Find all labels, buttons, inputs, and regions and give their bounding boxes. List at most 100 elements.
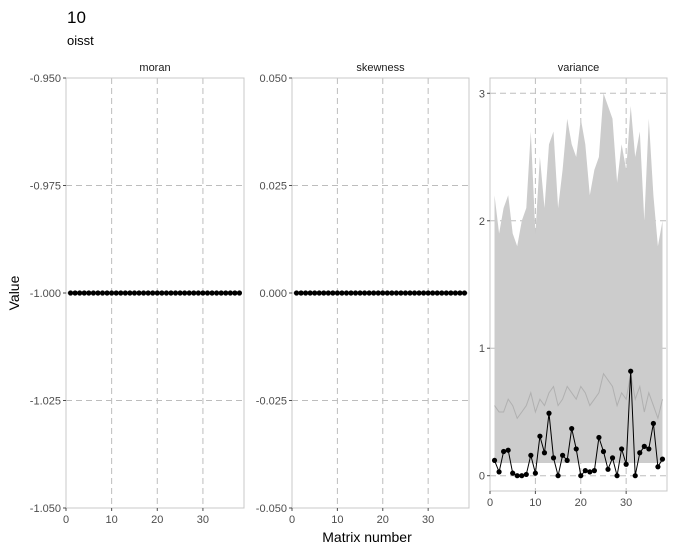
data-point — [457, 290, 463, 296]
data-point — [650, 420, 656, 427]
data-point — [532, 470, 538, 476]
y-tick-label: 0.000 — [259, 288, 287, 300]
data-point — [461, 290, 468, 296]
data-point — [236, 290, 243, 296]
data-point — [214, 290, 220, 296]
strip-label-skewness: skewness — [356, 62, 405, 74]
data-point — [72, 290, 78, 296]
data-point — [81, 290, 87, 296]
data-point — [425, 290, 431, 296]
x-tick-label: 10 — [331, 514, 343, 526]
y-tick-label: -1.000 — [30, 288, 61, 300]
data-point — [316, 290, 322, 296]
data-point — [393, 290, 399, 296]
data-point — [195, 290, 201, 296]
data-point — [90, 290, 96, 296]
x-tick-label: 20 — [377, 514, 389, 526]
x-tick-label: 20 — [151, 514, 163, 526]
data-point — [628, 368, 634, 374]
data-point — [150, 290, 156, 296]
data-point — [67, 290, 74, 296]
data-point — [298, 290, 304, 296]
chart-subtitle: oisst — [67, 33, 94, 48]
data-point — [321, 290, 327, 296]
data-point — [366, 290, 372, 296]
data-point — [312, 290, 318, 296]
panel-moran: moran -1.050 -1.025 -1.000 -0.975 -0.950 0 10 20… — [30, 62, 245, 526]
data-point — [86, 290, 92, 296]
y-axis-title: Value — [6, 275, 22, 310]
data-point — [357, 290, 363, 296]
x-tick-label: 0 — [63, 514, 69, 526]
data-point — [443, 290, 449, 296]
data-point — [491, 457, 498, 464]
data-point — [402, 290, 409, 296]
data-point — [519, 473, 525, 479]
data-point — [582, 468, 588, 474]
data-point — [389, 290, 395, 296]
confidence-band — [494, 93, 663, 464]
data-point — [293, 290, 300, 296]
data-point — [523, 471, 529, 478]
data-point — [546, 410, 552, 416]
data-point — [362, 290, 368, 296]
data-point — [573, 446, 579, 452]
data-point — [555, 473, 561, 479]
data-point — [343, 290, 350, 296]
y-tick-label: 0.050 — [259, 73, 287, 85]
data-point — [127, 290, 133, 296]
data-point — [227, 290, 233, 296]
chart-title: 10 — [67, 8, 86, 27]
data-point — [352, 290, 359, 296]
data-point — [186, 290, 192, 296]
x-tick-label: 30 — [620, 497, 632, 509]
data-point — [452, 290, 458, 296]
data-point — [609, 455, 616, 461]
data-point — [407, 290, 413, 296]
data-point — [154, 290, 160, 296]
data-point — [375, 290, 381, 296]
data-point — [560, 452, 566, 458]
data-point — [510, 470, 516, 476]
data-point — [632, 473, 638, 479]
data-point — [528, 452, 534, 458]
data-point — [541, 450, 548, 456]
data-point — [496, 469, 502, 475]
data-point — [646, 446, 652, 452]
data-point — [209, 290, 215, 296]
x-tick-label: 30 — [197, 514, 209, 526]
data-point — [348, 290, 354, 296]
data-point — [95, 290, 101, 296]
strip-label-moran: moran — [139, 62, 170, 74]
data-point — [416, 290, 422, 296]
x-tick-label: 10 — [106, 514, 118, 526]
data-point — [550, 455, 557, 461]
data-point — [371, 290, 377, 296]
data-point — [596, 434, 602, 441]
data-point — [159, 290, 165, 296]
strip-label-variance: variance — [558, 62, 600, 74]
x-tick-label: 10 — [529, 497, 541, 509]
y-tick-label: 0.025 — [259, 181, 287, 193]
data-point — [384, 290, 390, 296]
data-point — [145, 290, 151, 296]
data-point — [587, 469, 593, 475]
data-point — [623, 461, 629, 467]
panel-border — [489, 77, 668, 492]
y-tick-label: -0.050 — [256, 503, 287, 515]
data-point — [591, 468, 597, 474]
data-point — [104, 290, 110, 296]
data-point — [177, 290, 183, 296]
data-point — [136, 290, 142, 296]
data-point — [339, 290, 345, 296]
y-tick-label: -1.050 — [30, 503, 61, 515]
data-point — [218, 290, 224, 296]
data-point — [191, 290, 197, 296]
x-tick-label: 20 — [575, 497, 587, 509]
data-point — [113, 290, 119, 296]
x-tick-label: 30 — [422, 514, 434, 526]
data-point — [637, 450, 643, 456]
data-point — [232, 290, 238, 296]
data-point — [204, 290, 211, 296]
